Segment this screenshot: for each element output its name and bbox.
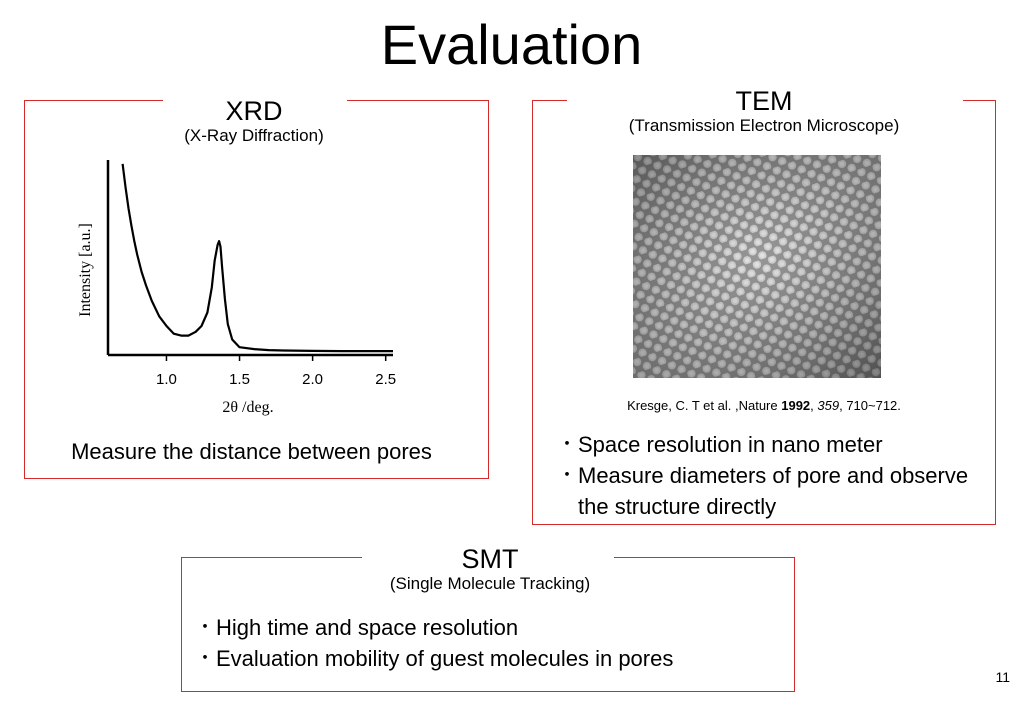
slide-title: Evaluation <box>380 13 643 76</box>
xrd-x-tick-label: 2.0 <box>302 371 323 388</box>
page-number: 11 <box>995 669 1010 685</box>
tem-bullet-item: Space resolution in nano meter <box>558 429 980 460</box>
xrd-x-tick-label: 2.5 <box>375 371 396 388</box>
xrd-x-axis-label: 2θ /deg. <box>222 399 273 416</box>
xrd-subtitle: (X-Ray Diffraction) <box>184 126 324 145</box>
tem-bullet-item: Measure diameters of pore and observe th… <box>558 460 980 522</box>
smt-bullet-item: Evaluation mobility of guest molecules i… <box>196 643 788 674</box>
smt-panel <box>181 554 795 692</box>
xrd-caption: Measure the distance between pores <box>71 439 432 464</box>
tem-panel <box>532 97 996 525</box>
xrd-x-tick-label: 1.5 <box>229 371 250 388</box>
tem-micrograph-image <box>633 155 881 378</box>
tem-micrograph-svg <box>633 155 881 378</box>
citation-pages: , 710~712. <box>839 398 901 413</box>
tem-border-gap <box>567 97 963 105</box>
xrd-series-line <box>121 163 393 353</box>
xrd-y-axis-label: Intensity [a.u.] <box>77 223 94 317</box>
xrd-panel <box>24 97 489 479</box>
xrd-chart: 1.0 1.5 2.0 2.5 Intensity [a.u.] 2θ /deg. <box>77 160 396 416</box>
smt-heading: SMT (Single Molecule Tracking) <box>340 544 640 594</box>
xrd-border-gap <box>163 97 347 105</box>
tem-heading: TEM (Transmission Electron Microscope) <box>566 86 962 136</box>
xrd-x-tick-label: 1.0 <box>156 371 177 388</box>
xrd-title: XRD <box>225 96 283 126</box>
tem-citation: Kresge, C. T et al. ,Nature 1992, 359, 7… <box>540 397 988 415</box>
citation-volume: 359 <box>817 398 840 413</box>
tem-title: TEM <box>735 86 793 116</box>
smt-border-gap <box>362 554 614 562</box>
tem-bullet-list: Space resolution in nano meter Measure d… <box>558 429 980 522</box>
citation-separator: , <box>810 398 818 413</box>
smt-bullet-list: High time and space resolution Evaluatio… <box>196 612 788 674</box>
xrd-x-ticks: 1.0 1.5 2.0 2.5 <box>156 355 396 388</box>
xrd-heading: XRD (X-Ray Diffraction) <box>154 96 354 146</box>
smt-bullet-item: High time and space resolution <box>196 612 788 643</box>
citation-year: 1992 <box>781 398 811 413</box>
tem-subtitle: (Transmission Electron Microscope) <box>628 116 900 135</box>
citation-authors: Kresge, C. T et al. ,Nature <box>627 398 782 413</box>
smt-title: SMT <box>461 544 519 574</box>
smt-subtitle: (Single Molecule Tracking) <box>389 574 591 593</box>
